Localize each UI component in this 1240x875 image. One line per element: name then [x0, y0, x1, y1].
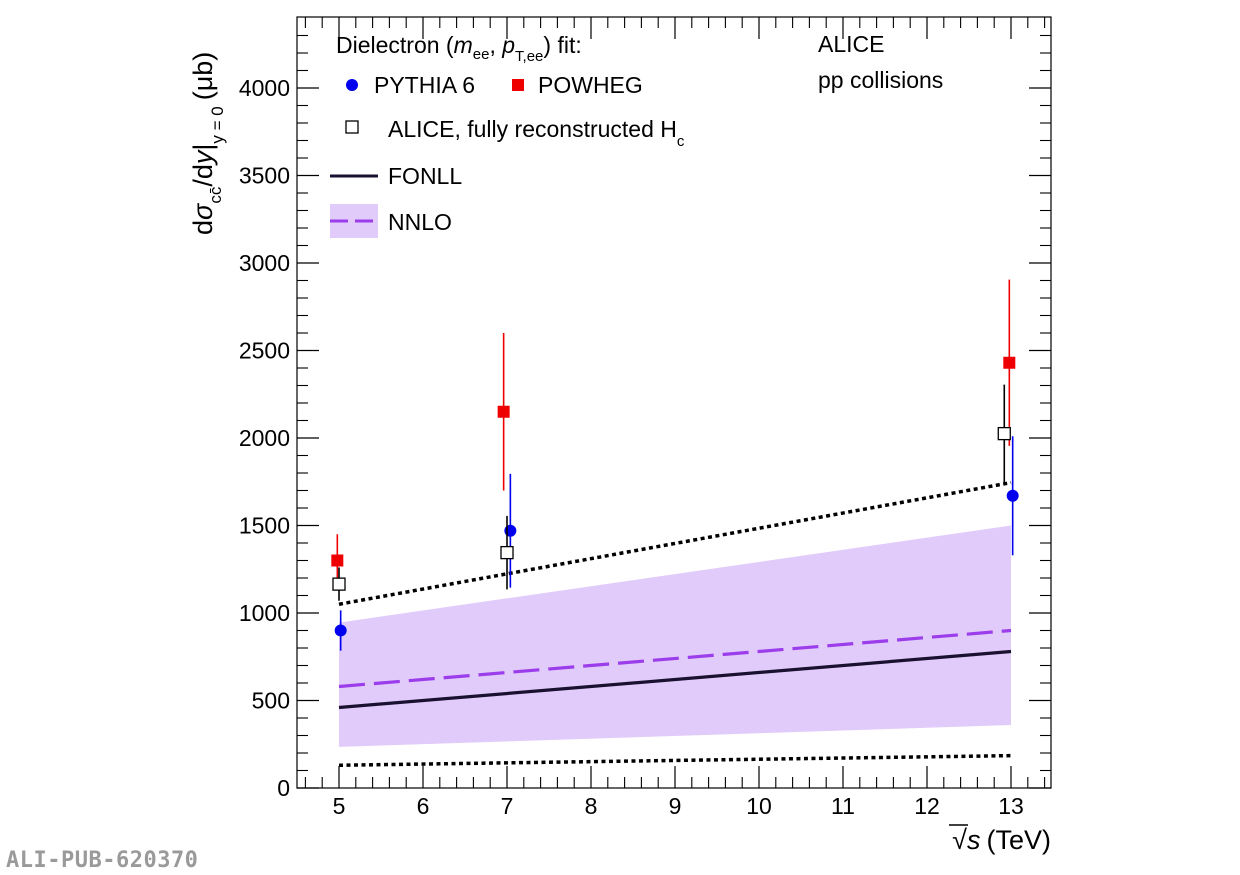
- x-label-root: √: [952, 825, 967, 855]
- legend-fonll-label: FONLL: [388, 163, 462, 189]
- legend-nnlo-label: NNLO: [388, 209, 452, 235]
- y-label-y: y: [188, 149, 218, 166]
- x-axis-label: √s (TeV): [952, 825, 1051, 855]
- y-label-ysub: y = 0: [208, 106, 227, 143]
- y-tick-label-4000: 4000: [239, 75, 290, 101]
- y-axis-label: dσcc̄/dy|y = 0 (μb): [188, 52, 227, 235]
- x-tick-label-6: 6: [417, 793, 430, 819]
- nnlo-uncertainty-band: [339, 525, 1011, 747]
- y-tick-label-3500: 3500: [239, 163, 290, 189]
- x-tick-label-13: 13: [998, 793, 1024, 819]
- y-tick-label-3000: 3000: [239, 250, 290, 276]
- x-tick-label-9: 9: [669, 793, 682, 819]
- axis-ticks-layer: 5 6 7 8 9 10 11 12 13 0 500 1000 1500 2000 2500 3000 350…: [239, 17, 1051, 819]
- pythia-point-0: [334, 624, 347, 637]
- y-label-d: d: [188, 220, 218, 235]
- y-tick-label-1500: 1500: [239, 513, 290, 539]
- alice-point-0: [332, 577, 346, 591]
- y-tick-label-2000: 2000: [239, 425, 290, 451]
- y-label-sub: cc̄: [206, 186, 225, 204]
- y-label-sigma: σ: [188, 202, 218, 220]
- x-label-unit: (TeV): [986, 825, 1051, 855]
- legend-alice-marker: [345, 120, 359, 134]
- legend: Dielectron (mee, pT,ee) fit: PYTHIA 6 PO…: [330, 32, 685, 238]
- annotation-alice: ALICE: [818, 31, 884, 57]
- pythia-point-1: [504, 524, 517, 537]
- nnlo-central-line: [338, 628, 1012, 689]
- x-tick-label-7: 7: [501, 793, 514, 819]
- alice-point-1: [500, 545, 514, 560]
- fonll-upper-bound: [338, 480, 1012, 606]
- x-tick-label-10: 10: [746, 793, 772, 819]
- alice-point-2: [997, 426, 1011, 441]
- y-tick-label-0: 0: [277, 775, 290, 801]
- y-tick-label-2500: 2500: [239, 338, 290, 364]
- theory-lines-layer: [338, 480, 1012, 767]
- nnlo-band-layer: [339, 525, 1011, 747]
- annotation-pp-collisions: pp collisions: [818, 67, 943, 93]
- x-tick-label-11: 11: [831, 793, 855, 819]
- x-label-s: s: [967, 825, 981, 855]
- x-tick-label-5: 5: [333, 793, 346, 819]
- legend-pythia-label: PYTHIA 6: [374, 72, 475, 98]
- data-points-layer: [331, 279, 1019, 651]
- powheg-point-2: [1003, 356, 1016, 369]
- legend-powheg-label: POWHEG: [538, 72, 643, 98]
- powheg-point-0: [331, 554, 344, 567]
- x-tick-label-8: 8: [585, 793, 598, 819]
- y-label-unit: (μb): [188, 52, 218, 101]
- watermark: ALI-PUB-620370: [6, 848, 199, 873]
- y-label-bar: |: [188, 144, 218, 151]
- y-tick-label-1000: 1000: [239, 600, 290, 626]
- svg-text:dσcc̄/dy|y = 0(μb): dσcc̄/dy|y = 0 (μb): [188, 52, 227, 235]
- legend-pythia-marker: [346, 79, 358, 91]
- fonll-central-line: [338, 649, 1012, 710]
- y-label-dy: /d: [188, 164, 218, 187]
- x-tick-label-12: 12: [914, 793, 940, 819]
- legend-header: Dielectron (mee, pT,ee) fit:: [336, 32, 582, 65]
- y-tick-label-500: 500: [252, 688, 290, 714]
- legend-alice-label: ALICE, fully reconstructed Hc: [388, 116, 685, 150]
- legend-powheg-marker: [512, 79, 524, 91]
- powheg-point-1: [497, 405, 510, 418]
- pythia-point-2: [1006, 489, 1019, 502]
